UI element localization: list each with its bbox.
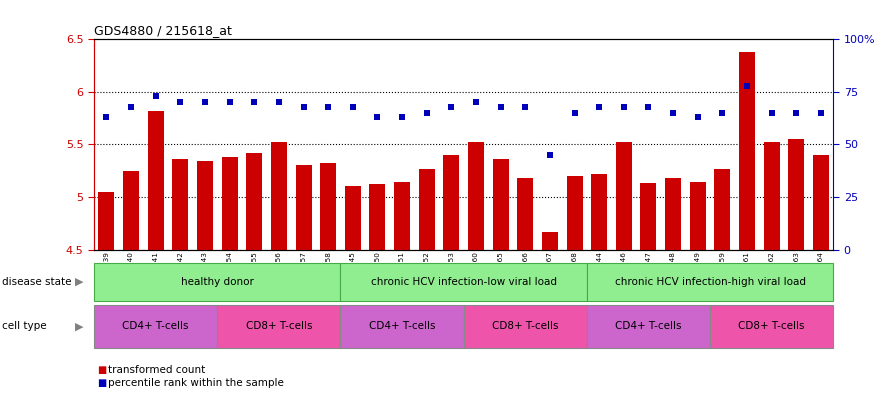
Point <box>99 114 114 120</box>
Point <box>494 103 508 110</box>
Bar <box>197 161 213 250</box>
Bar <box>739 52 755 250</box>
Point <box>370 114 384 120</box>
Text: CD4+ T-cells: CD4+ T-cells <box>616 321 682 331</box>
Bar <box>710 305 833 348</box>
Bar <box>788 139 805 250</box>
Point <box>346 103 360 110</box>
Text: healthy donor: healthy donor <box>181 277 254 287</box>
Bar <box>587 305 711 348</box>
Bar <box>221 157 237 250</box>
Point <box>715 110 729 116</box>
Bar <box>464 305 587 348</box>
Bar <box>813 155 829 250</box>
Point <box>149 93 163 99</box>
Text: chronic HCV infection-low viral load: chronic HCV infection-low viral load <box>371 277 556 287</box>
Text: CD4+ T-cells: CD4+ T-cells <box>123 321 189 331</box>
Point <box>666 110 680 116</box>
Point <box>198 99 212 105</box>
Point <box>691 114 705 120</box>
Bar <box>566 176 582 250</box>
Bar <box>394 182 410 250</box>
Bar <box>665 178 681 250</box>
Text: cell type: cell type <box>2 321 47 331</box>
Bar <box>94 305 218 348</box>
Point <box>469 99 483 105</box>
Point <box>592 103 607 110</box>
Point <box>567 110 582 116</box>
Bar <box>340 305 464 348</box>
Bar <box>340 263 587 301</box>
Bar <box>714 169 730 250</box>
Text: transformed count: transformed count <box>108 365 205 375</box>
Bar <box>517 178 533 250</box>
Point <box>642 103 656 110</box>
Bar <box>591 174 607 250</box>
Bar <box>172 159 188 250</box>
Bar <box>320 163 336 250</box>
Text: disease state: disease state <box>2 277 72 287</box>
Text: CD4+ T-cells: CD4+ T-cells <box>369 321 435 331</box>
Text: CD8+ T-cells: CD8+ T-cells <box>246 321 312 331</box>
Bar <box>444 155 460 250</box>
Bar <box>542 232 558 250</box>
Point <box>543 152 557 158</box>
Text: ▶: ▶ <box>75 277 83 287</box>
Bar <box>218 305 340 348</box>
Bar <box>148 111 164 250</box>
Text: CD8+ T-cells: CD8+ T-cells <box>738 321 805 331</box>
Bar <box>418 169 435 250</box>
Bar <box>94 263 340 301</box>
Point <box>616 103 631 110</box>
Point <box>764 110 779 116</box>
Point <box>297 103 311 110</box>
Point <box>740 83 754 89</box>
Bar <box>296 165 312 250</box>
Bar <box>123 171 139 250</box>
Point <box>419 110 434 116</box>
Bar <box>587 263 833 301</box>
Point <box>395 114 409 120</box>
Point <box>222 99 237 105</box>
Bar <box>369 184 385 250</box>
Point <box>247 99 262 105</box>
Bar <box>690 182 706 250</box>
Bar <box>99 192 115 250</box>
Text: ■: ■ <box>97 378 106 388</box>
Text: CD8+ T-cells: CD8+ T-cells <box>492 321 558 331</box>
Text: ▶: ▶ <box>75 321 83 331</box>
Point <box>124 103 138 110</box>
Point <box>444 103 459 110</box>
Text: percentile rank within the sample: percentile rank within the sample <box>108 378 283 388</box>
Point <box>789 110 804 116</box>
Text: chronic HCV infection-high viral load: chronic HCV infection-high viral load <box>615 277 806 287</box>
Point <box>814 110 828 116</box>
Bar <box>246 153 263 250</box>
Point <box>518 103 532 110</box>
Bar <box>345 187 361 250</box>
Bar <box>493 159 509 250</box>
Text: GDS4880 / 215618_at: GDS4880 / 215618_at <box>94 24 232 37</box>
Bar <box>616 142 632 250</box>
Bar <box>763 142 780 250</box>
Bar <box>271 142 287 250</box>
Point <box>271 99 286 105</box>
Bar <box>641 183 657 250</box>
Text: ■: ■ <box>97 365 106 375</box>
Point <box>321 103 335 110</box>
Bar <box>468 142 484 250</box>
Point <box>173 99 187 105</box>
